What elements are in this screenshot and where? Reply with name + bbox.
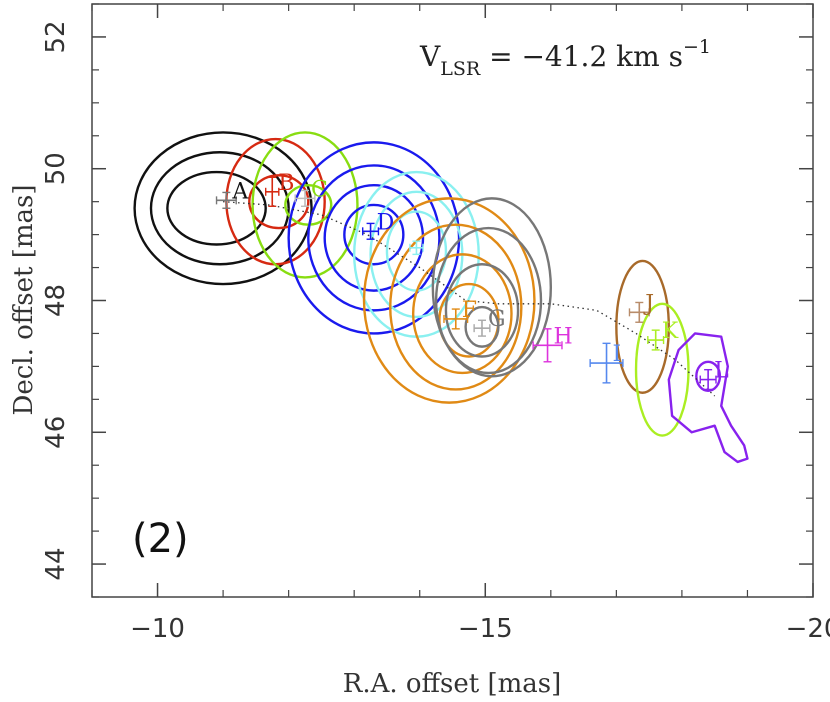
x-tick-label: −10 xyxy=(130,614,185,644)
contour-tail xyxy=(667,332,749,464)
contour-g xyxy=(431,197,553,378)
spot-label-g: G xyxy=(488,307,506,332)
x-tick-label: −20 xyxy=(786,614,830,644)
y-tick-label: 44 xyxy=(41,548,71,581)
contours-layer xyxy=(133,131,749,464)
spot-d: D xyxy=(362,210,395,240)
contour-k xyxy=(634,302,690,437)
contour-f xyxy=(411,253,513,375)
y-tick-label: 48 xyxy=(41,284,71,317)
spot-label-l: L xyxy=(714,359,729,384)
contour-a xyxy=(166,170,267,246)
contour-j xyxy=(615,259,671,394)
x-tick-label: −15 xyxy=(458,614,513,644)
velocity-prefix: V xyxy=(419,40,441,73)
y-axis: 44 46 48 50 52 xyxy=(41,3,813,598)
contour-g xyxy=(444,263,520,358)
spot-j: J xyxy=(628,291,654,323)
contour-d xyxy=(307,164,441,312)
spot-h: H xyxy=(532,324,573,363)
contour-d xyxy=(287,141,461,335)
y-tick-label: 52 xyxy=(41,20,71,53)
panel-label: (2) xyxy=(132,516,189,562)
plot-frame xyxy=(91,3,814,598)
spot-label-b: B xyxy=(278,171,294,196)
spot-label-j: J xyxy=(643,291,654,316)
contour-f xyxy=(389,223,523,391)
x-axis: −10 −15 −20 xyxy=(91,4,830,644)
contour-l xyxy=(695,360,722,392)
spot-label-k: K xyxy=(662,319,679,344)
contour-b xyxy=(248,174,310,230)
spot-g: G xyxy=(473,307,506,337)
velocity-exponent: −1 xyxy=(683,36,711,58)
contour-d xyxy=(323,183,425,292)
spot-l: L xyxy=(699,359,729,391)
velocity-annotation: VLSR = −41.2 km s−1 xyxy=(419,36,711,80)
contour-a xyxy=(149,151,290,266)
contour-d xyxy=(343,203,405,266)
contour-a xyxy=(133,131,313,286)
y-axis-title: Decl. offset [mas] xyxy=(9,185,39,416)
y-tick-label: 46 xyxy=(41,416,71,449)
spot-b: B xyxy=(264,171,294,207)
contour-f xyxy=(362,197,536,404)
spot-label-i: I xyxy=(613,342,622,367)
plot-area: A B C D F G H I JK L xyxy=(91,3,814,598)
spot-a: A xyxy=(215,179,249,209)
contour-g xyxy=(434,226,543,375)
spot-i: I xyxy=(589,342,624,384)
spot-e xyxy=(409,240,424,256)
velocity-subscript: LSR xyxy=(440,58,481,80)
contour-g xyxy=(464,305,500,348)
trajectory-curve xyxy=(223,201,716,397)
spot-label-c: C xyxy=(311,177,328,202)
spot-label-f: F xyxy=(462,298,477,323)
spot-label-h: H xyxy=(554,324,573,349)
contour-c xyxy=(251,131,359,279)
velocity-value: = −41.2 km s xyxy=(480,40,683,73)
spot-c: C xyxy=(294,177,328,207)
spot-k: K xyxy=(647,319,679,351)
spots-layer: A B C D F G H I JK L xyxy=(215,171,729,391)
spot-label-a: A xyxy=(231,179,249,204)
spot-f: F xyxy=(443,298,477,330)
y-tick-label: 50 xyxy=(41,152,71,185)
x-axis-title: R.A. offset [mas] xyxy=(343,669,562,699)
spot-label-d: D xyxy=(377,210,395,235)
